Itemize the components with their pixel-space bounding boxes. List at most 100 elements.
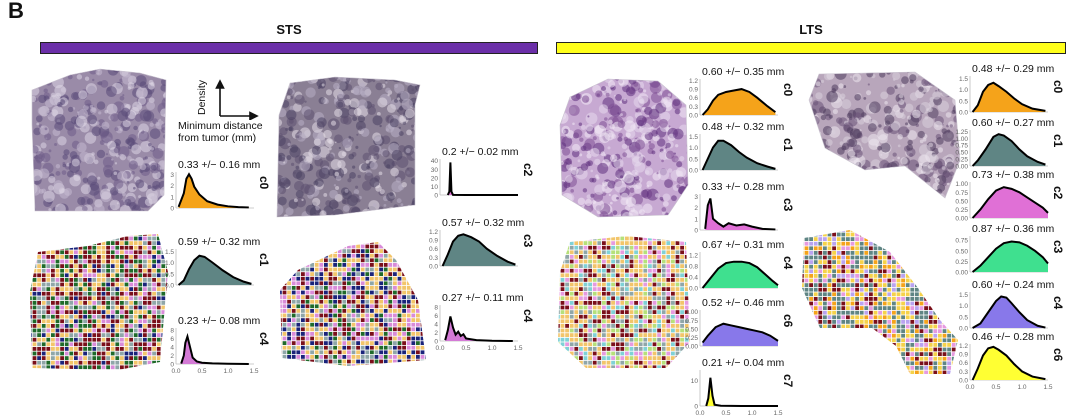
y-tick-label-lts-2-c0: 0.5 (959, 98, 968, 105)
y-tick-label-lts-1-c4: 0.8 (689, 263, 698, 270)
x-tick-label-lts-1-c7: 1.5 (773, 410, 782, 417)
density-line-sts-2-c2 (448, 162, 518, 195)
lts2-cluster-map (800, 228, 960, 376)
density-area-lts-1-c0 (703, 89, 776, 115)
chart-title-lts-1-c6: 0.52 +/− 0.46 mm (702, 297, 785, 309)
lts-group-bar (556, 42, 1066, 54)
y-tick-label-sts-1-c4: 6 (170, 336, 174, 343)
y-tick-label-lts-2-c2: 0.75 (955, 190, 968, 197)
chart-cluster-label-lts-2-c4: c4 (1051, 296, 1065, 310)
chart-title-lts-2-c1: 0.60 +/− 0.27 mm (972, 117, 1055, 129)
chart-title-sts-2-c4: 0.27 +/− 0.11 mm (442, 292, 524, 304)
y-tick-label-sts-2-c4: 2 (434, 330, 438, 337)
sts2-cluster-map (278, 240, 428, 370)
sts-group-bar (40, 42, 538, 54)
y-tick-label-lts-2-c3: 0.50 (955, 248, 968, 255)
y-tick-label-lts-2-c1: 0.50 (955, 150, 968, 157)
chart-title-sts-1-c4: 0.23 +/− 0.08 mm (178, 315, 261, 327)
y-tick-label-lts-2-c4: 1.0 (959, 303, 968, 310)
chart-cluster-label-lts-1-c6: c6 (781, 314, 795, 328)
chart-cluster-label-lts-2-c6: c6 (1051, 348, 1065, 362)
chart-title-lts-1-c7: 0.21 +/− 0.04 mm (702, 357, 785, 369)
y-tick-label-lts-2-c6: 0.6 (959, 360, 968, 367)
y-tick-label-lts-2-c6: 0.9 (959, 352, 968, 359)
chart-cluster-label-lts-1-c0: c0 (781, 83, 795, 97)
y-tick-label-lts-2-c6: 0.3 (959, 369, 968, 376)
x-tick-label-lts-2-c6: 1.0 (1017, 384, 1026, 391)
chart-title-sts-1-c1: 0.59 +/− 0.32 mm (178, 236, 261, 248)
y-tick-label-lts-2-c2: 0.00 (955, 216, 968, 222)
y-tick-label-sts-1-c4: 4 (170, 345, 174, 352)
y-tick-label-sts-2-c3: 0.6 (429, 246, 438, 253)
x-tick-label-sts-1-c4: 0.5 (197, 368, 206, 375)
y-tick-label-lts-1-c1: 0.5 (689, 156, 698, 163)
y-tick-label-lts-1-c3: 0 (694, 228, 698, 234)
y-tick-label-sts-2-c4: 4 (434, 322, 438, 329)
y-tick-label-lts-2-c1: 1.00 (955, 136, 968, 143)
y-tick-label-sts-1-c0: 2 (170, 183, 174, 190)
y-tick-label-lts-2-c3: 0.00 (955, 270, 968, 276)
density-line-lts-1-c7 (706, 378, 778, 406)
chart-cluster-label-sts-1-c4: c4 (257, 332, 271, 346)
y-tick-label-sts-2-c4: 8 (434, 305, 438, 312)
chart-cluster-label-lts-1-c1: c1 (781, 138, 795, 152)
x-tick-label-sts-2-c4: 0.5 (461, 345, 470, 352)
y-tick-label-sts-2-c2: 10 (431, 184, 439, 191)
chart-title-sts-2-c2: 0.2 +/− 0.02 mm (442, 146, 519, 158)
y-tick-label-lts-1-c1: 1.0 (689, 145, 698, 152)
y-tick-label-lts-2-c2: 1.00 (955, 181, 968, 188)
chart-title-lts-1-c3: 0.33 +/− 0.28 mm (702, 181, 785, 193)
lts2-he-image (805, 70, 963, 205)
chart-title-sts-1-c0: 0.33 +/− 0.16 mm (178, 159, 261, 171)
lts1-he-image (558, 75, 690, 220)
chart-title-lts-2-c4: 0.60 +/− 0.24 mm (972, 279, 1055, 291)
density-area-lts-2-c3 (973, 242, 1048, 272)
y-tick-label-lts-2-c0: 1.5 (959, 76, 968, 83)
y-tick-label-lts-1-c6: 0.25 (685, 335, 698, 342)
y-tick-label-lts-1-c4: 1.2 (689, 252, 698, 259)
y-tick-label-sts-1-c0: 3 (170, 172, 174, 179)
density-area-sts-2-c4 (445, 316, 513, 341)
y-tick-label-lts-2-c2: 0.50 (955, 198, 968, 205)
x-tick-label-sts-1-c4: 1.0 (223, 368, 232, 375)
density-area-lts-2-c6 (973, 347, 1046, 380)
x-tick-label-sts-2-c4: 1.0 (487, 345, 496, 352)
y-tick-label-sts-2-c2: 40 (431, 158, 439, 165)
x-tick-label-sts-1-c4: 0.0 (171, 368, 180, 375)
y-tick-label-lts-2-c4: 1.5 (959, 292, 968, 299)
y-tick-label-sts-1-c0: 0 (170, 206, 174, 212)
y-tick-label-lts-1-c6: 0.50 (685, 326, 698, 333)
y-tick-label-lts-2-c0: 0.0 (959, 110, 968, 116)
sts2-he-image (275, 75, 425, 220)
chart-cluster-label-sts-2-c4: c4 (521, 309, 535, 323)
y-tick-label-lts-1-c6: 0.00 (685, 344, 698, 350)
y-tick-label-sts-2-c2: 20 (431, 175, 439, 182)
chart-cluster-label-sts-2-c3: c3 (521, 234, 535, 248)
y-tick-label-sts-2-c3: 0.3 (429, 255, 438, 262)
chart-title-lts-2-c0: 0.48 +/− 0.29 mm (972, 63, 1055, 75)
y-tick-label-lts-1-c4: 0.0 (689, 286, 698, 292)
panel-label: B (8, 0, 24, 24)
x-tick-label-lts-2-c6: 1.5 (1043, 384, 1052, 391)
y-tick-label-sts-2-c2: 0 (434, 193, 438, 199)
lts-group-title: LTS (556, 22, 1066, 37)
y-tick-label-lts-2-c2: 0.25 (955, 207, 968, 214)
x-tick-label-lts-2-c6: 0.5 (991, 384, 1000, 391)
sts-group-title: STS (40, 22, 538, 37)
x-tick-label-sts-2-c4: 1.5 (513, 345, 522, 352)
axis-legend-y-label: Density (196, 80, 208, 122)
chart-cluster-label-lts-2-c2: c2 (1051, 186, 1065, 200)
y-tick-label-sts-2-c2: 30 (431, 167, 439, 174)
y-tick-label-lts-2-c0: 1.0 (959, 87, 968, 94)
y-tick-label-sts-2-c3: 0.0 (429, 264, 438, 270)
